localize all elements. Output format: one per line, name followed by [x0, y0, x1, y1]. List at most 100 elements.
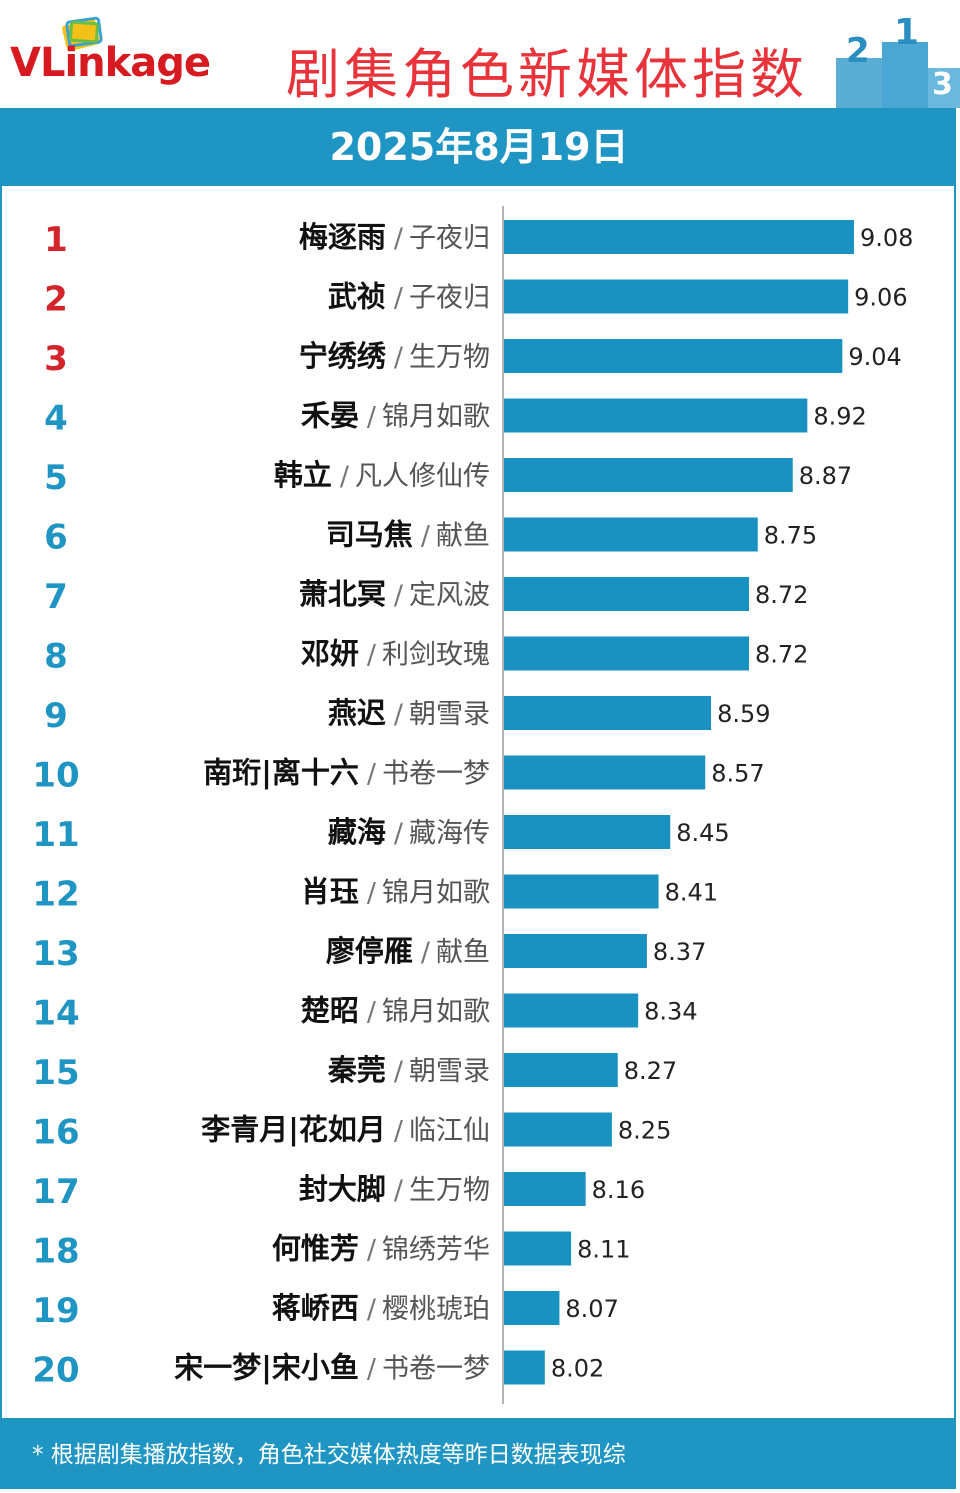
rank-label: 12 — [32, 875, 79, 915]
rank-label: 6 — [44, 518, 68, 558]
drama-name: 锦月如歌 — [382, 878, 490, 909]
drama-name: 定风波 — [409, 580, 490, 611]
character-name: 邓妍 — [301, 637, 359, 671]
header: VLinkage 剧集角色新媒体指数 2 1 3 — [0, 0, 960, 108]
character-name: 燕迟 — [328, 696, 386, 730]
rank-label: 3 — [44, 339, 68, 379]
rank-label: 4 — [44, 399, 68, 439]
bar — [504, 1053, 618, 1087]
rank-label: 10 — [32, 756, 79, 796]
drama-name: 锦绣芳华 — [382, 1235, 490, 1266]
svg-text:3: 3 — [932, 67, 953, 102]
character-name: 南珩|离十六 — [203, 756, 359, 790]
value-label: 8.02 — [551, 1355, 604, 1383]
rank-label: 19 — [32, 1291, 79, 1331]
row-label: 宋一梦|宋小鱼 / 书卷一梦 — [174, 1351, 490, 1385]
value-label: 8.72 — [755, 641, 808, 669]
character-name: 藏海 — [328, 815, 386, 849]
row-label: 蒋峤西 / 樱桃琥珀 — [272, 1291, 490, 1325]
character-name: 萧北冥 — [299, 577, 386, 611]
bar — [504, 517, 758, 552]
character-name: 禾晏 — [301, 399, 359, 433]
character-name: 秦莞 — [327, 1053, 386, 1087]
logo-text: VLinkage — [10, 40, 211, 86]
drama-name: 献鱼 — [436, 937, 490, 968]
value-label: 9.04 — [848, 343, 901, 371]
character-name: 宁绣绣 — [299, 339, 387, 373]
drama-name: 朝雪录 — [409, 699, 490, 730]
separator: / — [367, 759, 377, 790]
separator: / — [394, 1175, 404, 1206]
separator: / — [367, 402, 377, 433]
character-name: 李青月|花如月 — [201, 1113, 386, 1147]
row-label: 何惟芳 / 锦绣芳华 — [272, 1232, 490, 1266]
logo-word: Linkage — [39, 40, 211, 86]
rank-label: 5 — [44, 458, 68, 498]
separator: / — [394, 1116, 404, 1147]
value-label: 8.41 — [665, 879, 718, 907]
value-label: 8.87 — [799, 462, 852, 490]
character-name: 廖停雁 — [326, 934, 413, 968]
bar — [504, 279, 849, 314]
row-label: 楚昭 / 锦月如歌 — [301, 994, 490, 1028]
drama-name: 书卷一梦 — [382, 1354, 490, 1385]
row-label: 梅逐雨 / 子夜归 — [299, 220, 490, 254]
character-name: 韩立 — [274, 458, 332, 492]
rank-label: 18 — [32, 1232, 79, 1272]
row-label: 禾晏 / 锦月如歌 — [301, 399, 490, 433]
bar — [504, 339, 843, 373]
vlinkage-logo-icon — [61, 16, 103, 52]
value-label: 8.37 — [653, 938, 706, 966]
podium-icon: 2 1 3 — [836, 14, 960, 108]
drama-name: 子夜归 — [409, 283, 490, 314]
value-label: 8.75 — [764, 522, 817, 550]
drama-name: 利剑玫瑰 — [382, 640, 490, 671]
bar — [504, 636, 749, 671]
bar — [504, 1350, 545, 1385]
ranking-bar-chart: 1 梅逐雨 / 子夜归 9.082 武祯 / 子夜归 9.063 宁绣绣 / 生万物 9.044 禾晏 / 锦… — [32, 206, 913, 1404]
bar — [504, 993, 639, 1028]
bar — [504, 398, 808, 433]
separator: / — [394, 223, 404, 254]
separator: / — [394, 1056, 404, 1087]
character-name: 蒋峤西 — [272, 1291, 359, 1325]
separator: / — [367, 997, 377, 1028]
value-label: 8.34 — [644, 998, 697, 1026]
row-label: 武祯 / 子夜归 — [328, 280, 490, 314]
rank-label: 17 — [32, 1172, 79, 1212]
bar — [504, 934, 647, 968]
separator: / — [367, 1354, 377, 1385]
bar — [504, 1291, 560, 1325]
row-label: 封大脚 / 生万物 — [299, 1172, 490, 1206]
rank-label: 15 — [32, 1053, 79, 1093]
character-name: 梅逐雨 — [299, 220, 386, 254]
drama-name: 锦月如歌 — [382, 402, 490, 433]
character-name: 武祯 — [328, 280, 386, 314]
character-name: 宋一梦|宋小鱼 — [174, 1351, 359, 1385]
character-name: 何惟芳 — [272, 1232, 359, 1266]
row-label: 韩立 / 凡人修仙传 — [274, 458, 490, 492]
value-label: 8.11 — [577, 1236, 630, 1264]
bar — [504, 577, 749, 611]
svg-text:1: 1 — [894, 14, 919, 53]
drama-name: 樱桃琥珀 — [382, 1294, 490, 1325]
bar — [504, 1172, 586, 1206]
drama-name: 生万物 — [409, 342, 490, 373]
drama-name: 书卷一梦 — [382, 759, 490, 790]
value-label: 9.08 — [860, 224, 913, 252]
character-name: 楚昭 — [301, 994, 359, 1028]
drama-name: 朝雪录 — [409, 1056, 490, 1087]
value-label: 8.59 — [717, 700, 770, 728]
rank-label: 13 — [32, 934, 79, 974]
character-name: 封大脚 — [299, 1172, 386, 1206]
value-label: 8.92 — [813, 403, 866, 431]
drama-name: 藏海传 — [409, 818, 490, 849]
drama-name: 献鱼 — [436, 521, 490, 552]
page-title: 剧集角色新媒体指数 — [286, 43, 808, 106]
row-label: 藏海 / 藏海传 — [328, 815, 490, 849]
row-label: 李青月|花如月 / 临江仙 — [201, 1113, 490, 1147]
separator: / — [394, 342, 404, 373]
drama-name: 锦月如歌 — [382, 997, 490, 1028]
bar — [504, 1112, 612, 1147]
drama-name: 临江仙 — [409, 1116, 490, 1147]
